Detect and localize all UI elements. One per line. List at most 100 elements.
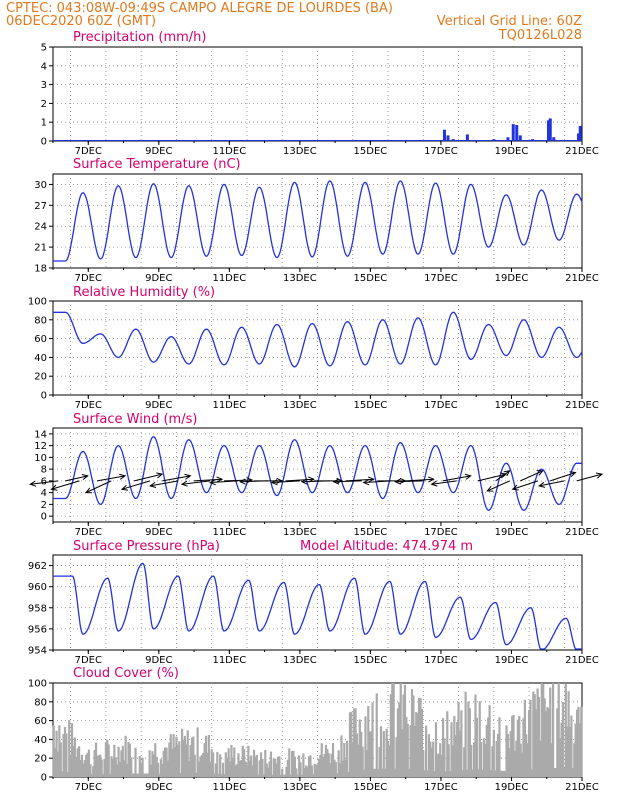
wind-vector-head <box>427 476 435 483</box>
humidity-xtick-label: 7DEC <box>75 400 102 411</box>
humidity-title: Relative Humidity (%) <box>73 285 215 300</box>
cloud-bar <box>85 754 88 777</box>
temperature-series-line <box>53 180 583 262</box>
wind-vector <box>240 480 269 483</box>
cloud-bar <box>499 770 502 777</box>
cloud-bar <box>261 759 264 777</box>
wind-vector-head <box>399 477 407 484</box>
precip-ytick-label: 1 <box>41 118 47 129</box>
humidity-xtick-label: 17DEC <box>424 400 458 411</box>
cloud-bar <box>283 774 287 777</box>
cloud-bar <box>262 774 265 777</box>
cloud-bar <box>135 773 139 777</box>
pressure-xtick-label: 15DEC <box>354 655 388 666</box>
precip-bar <box>511 124 515 141</box>
cloud-bar <box>279 774 282 777</box>
cloud-bar <box>557 683 560 777</box>
cloud-bar <box>314 764 318 777</box>
cloud-bar <box>154 743 157 777</box>
cloud-bar <box>316 764 319 777</box>
cloud-bar <box>542 684 545 777</box>
precip-ytick-label: 5 <box>41 43 47 54</box>
precip-ytick-label: 4 <box>41 61 47 72</box>
wind-vector-head <box>486 486 494 492</box>
temperature-xtick-label: 19DEC <box>495 273 529 284</box>
cloud-bar <box>480 742 483 777</box>
pressure-xtick-label: 13DEC <box>283 655 317 666</box>
cloud-bar <box>520 752 524 777</box>
wind-vector-head <box>394 478 401 485</box>
cloud-bar <box>100 759 103 777</box>
precip-bar <box>518 135 522 141</box>
cloud-bar <box>471 769 474 777</box>
cloud-bar <box>203 743 206 777</box>
temperature-xtick-label: 11DEC <box>212 273 246 284</box>
cloud-bar <box>142 773 146 777</box>
cloud-bar <box>172 734 175 777</box>
cloud-bar <box>137 773 140 777</box>
cloud-bar <box>382 731 385 777</box>
cloud-bar <box>571 768 574 777</box>
cloud-bar <box>419 697 422 777</box>
cloud-bar <box>272 758 275 777</box>
precip-title: Precipitation (mm/h) <box>73 30 206 45</box>
cloud-bar <box>567 691 570 777</box>
humidity-xtick-label: 19DEC <box>495 400 529 411</box>
cloud-bar <box>104 742 107 777</box>
cloud-bar <box>195 772 198 777</box>
cloud-bar <box>457 701 460 777</box>
cloud-bar <box>145 773 148 777</box>
cloud-bar <box>147 773 150 777</box>
humidity-ytick-label: 20 <box>34 372 47 383</box>
header-grid-note: Vertical Grid Line: 60Z <box>436 14 582 29</box>
cloud-bar <box>405 717 408 777</box>
cloud-bar <box>101 773 105 777</box>
temperature-xtick-label: 9DEC <box>145 273 172 284</box>
cloud-bar <box>248 760 251 777</box>
cloud-bar <box>252 749 256 777</box>
wind-vector <box>30 480 59 485</box>
cloud-bar <box>268 761 271 777</box>
cloud-bar <box>125 763 129 777</box>
temperature-ytick-label: 27 <box>34 201 47 212</box>
cloud-bar <box>300 774 304 777</box>
cloud-bar <box>156 762 160 777</box>
cloud-bar <box>492 729 495 777</box>
wind-xtick-label: 15DEC <box>354 527 388 538</box>
cloud-bar <box>295 768 298 777</box>
humidity-xtick-label: 13DEC <box>283 400 317 411</box>
precip-bar <box>515 125 519 141</box>
cloud-ytick-label: 40 <box>34 735 47 746</box>
cloud-bar <box>323 753 326 777</box>
wind-vector <box>181 480 210 485</box>
cloud-bar <box>224 752 227 777</box>
cloud-bar <box>375 693 378 777</box>
cloud-bar <box>243 749 246 777</box>
cloud-bar <box>128 743 131 777</box>
cloud-bar <box>176 744 179 777</box>
cloud-bar <box>554 768 558 777</box>
cloud-bar <box>439 743 442 777</box>
wind-vector-head <box>156 472 164 479</box>
cloud-bar <box>276 756 280 777</box>
cloud-bar <box>574 723 577 777</box>
cloud-bar <box>417 697 421 777</box>
cloud-bar <box>388 745 391 777</box>
cloud-bar <box>89 764 92 777</box>
cloud-bar <box>214 763 218 777</box>
cloud-bar <box>226 757 229 777</box>
cloud-bar <box>141 757 144 777</box>
cloud-bar <box>377 768 380 777</box>
cloud-bar <box>546 707 549 777</box>
cloud-bar <box>140 762 143 777</box>
precip-bar <box>446 135 450 141</box>
cloud-bar <box>56 751 60 777</box>
cloud-bar <box>564 684 567 777</box>
cloud-bar <box>398 702 401 777</box>
cloud-bar <box>164 747 167 777</box>
cloud-bar <box>516 719 519 777</box>
cloud-bar <box>127 742 130 777</box>
cloud-bar <box>274 758 277 777</box>
cloud-bar <box>152 754 155 777</box>
cloud-bar <box>379 726 383 777</box>
